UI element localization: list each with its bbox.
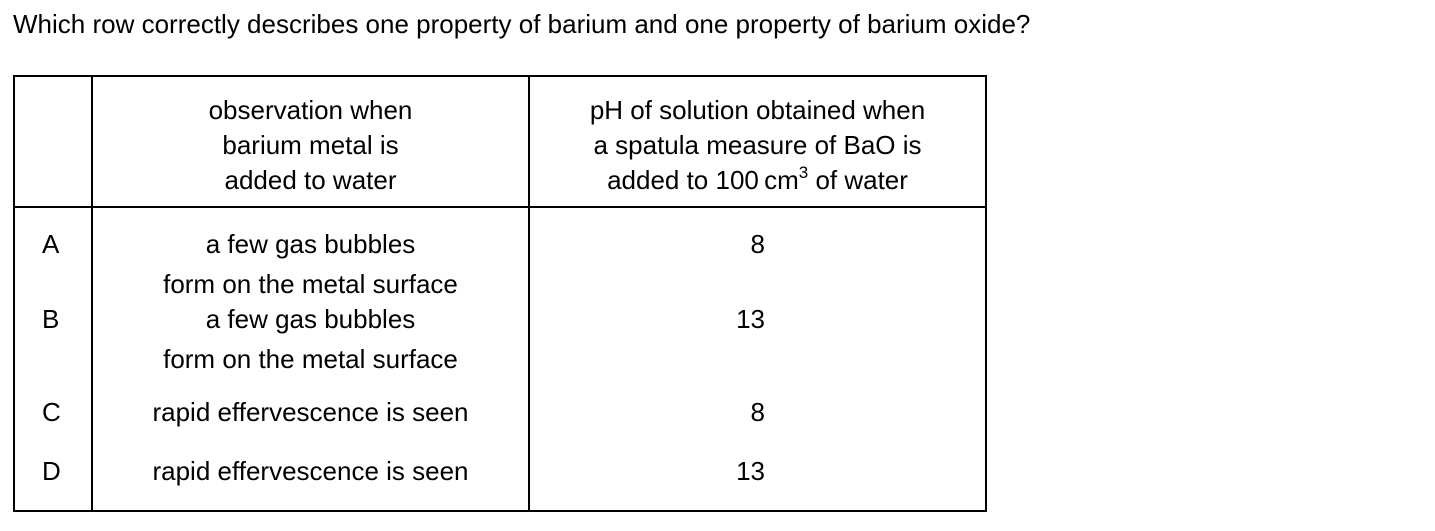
observation-line: rapid effervescence is seen bbox=[152, 397, 469, 427]
row-observation: a few gas bubbles form on the metal surf… bbox=[91, 302, 530, 395]
table-row-d: D rapid effervescence is seen 13 bbox=[13, 454, 987, 512]
header-letter-cell bbox=[13, 75, 93, 208]
row-observation: rapid effervescence is seen bbox=[91, 395, 530, 454]
table-header-row: observation when barium metal is added t… bbox=[13, 75, 987, 208]
row-observation: rapid effervescence is seen bbox=[91, 454, 530, 512]
header-ph-volume: added to 100 cm bbox=[607, 165, 799, 195]
table-row-b: B a few gas bubbles form on the metal su… bbox=[13, 302, 987, 395]
row-ph: 8 bbox=[528, 395, 987, 454]
row-letter: A bbox=[13, 207, 93, 302]
table-row-c: C rapid effervescence is seen 8 bbox=[13, 395, 987, 454]
row-letter: D bbox=[13, 454, 93, 512]
header-observation: observation when barium metal is added t… bbox=[91, 75, 530, 208]
answer-table: observation when barium metal is added t… bbox=[13, 75, 987, 512]
header-observation-line: observation when bbox=[208, 95, 413, 125]
row-ph: 13 bbox=[528, 302, 987, 395]
header-ph-line: added to 100 cm3 of water bbox=[530, 163, 985, 198]
row-ph: 8 bbox=[528, 207, 987, 302]
observation-line: form on the metal surface bbox=[163, 269, 458, 299]
header-ph-line: pH of solution obtained when bbox=[589, 95, 926, 125]
row-ph: 13 bbox=[528, 454, 987, 512]
ph-value: 8 bbox=[750, 229, 765, 259]
ph-value: 13 bbox=[736, 304, 765, 334]
observation-line: a few gas bubbles bbox=[205, 229, 416, 259]
table-row-a: A a few gas bubbles form on the metal su… bbox=[13, 207, 987, 302]
row-letter: B bbox=[13, 302, 93, 395]
header-ph: pH of solution obtained when a spatula m… bbox=[528, 75, 987, 208]
header-ph-water: of water bbox=[808, 165, 908, 195]
header-ph-line: a spatula measure of BaO is bbox=[593, 130, 922, 160]
header-ph-superscript: 3 bbox=[798, 163, 809, 182]
ph-value: 13 bbox=[736, 456, 765, 486]
observation-line: form on the metal surface bbox=[163, 344, 458, 374]
header-observation-line: barium metal is bbox=[222, 130, 399, 160]
ph-value: 8 bbox=[750, 397, 765, 427]
header-observation-line: added to water bbox=[224, 165, 397, 195]
observation-line: a few gas bubbles bbox=[205, 304, 416, 334]
row-observation: a few gas bubbles form on the metal surf… bbox=[91, 207, 530, 302]
observation-line: rapid effervescence is seen bbox=[152, 456, 469, 486]
question-text: Which row correctly describes one proper… bbox=[13, 9, 1031, 39]
row-letter: C bbox=[13, 395, 93, 454]
